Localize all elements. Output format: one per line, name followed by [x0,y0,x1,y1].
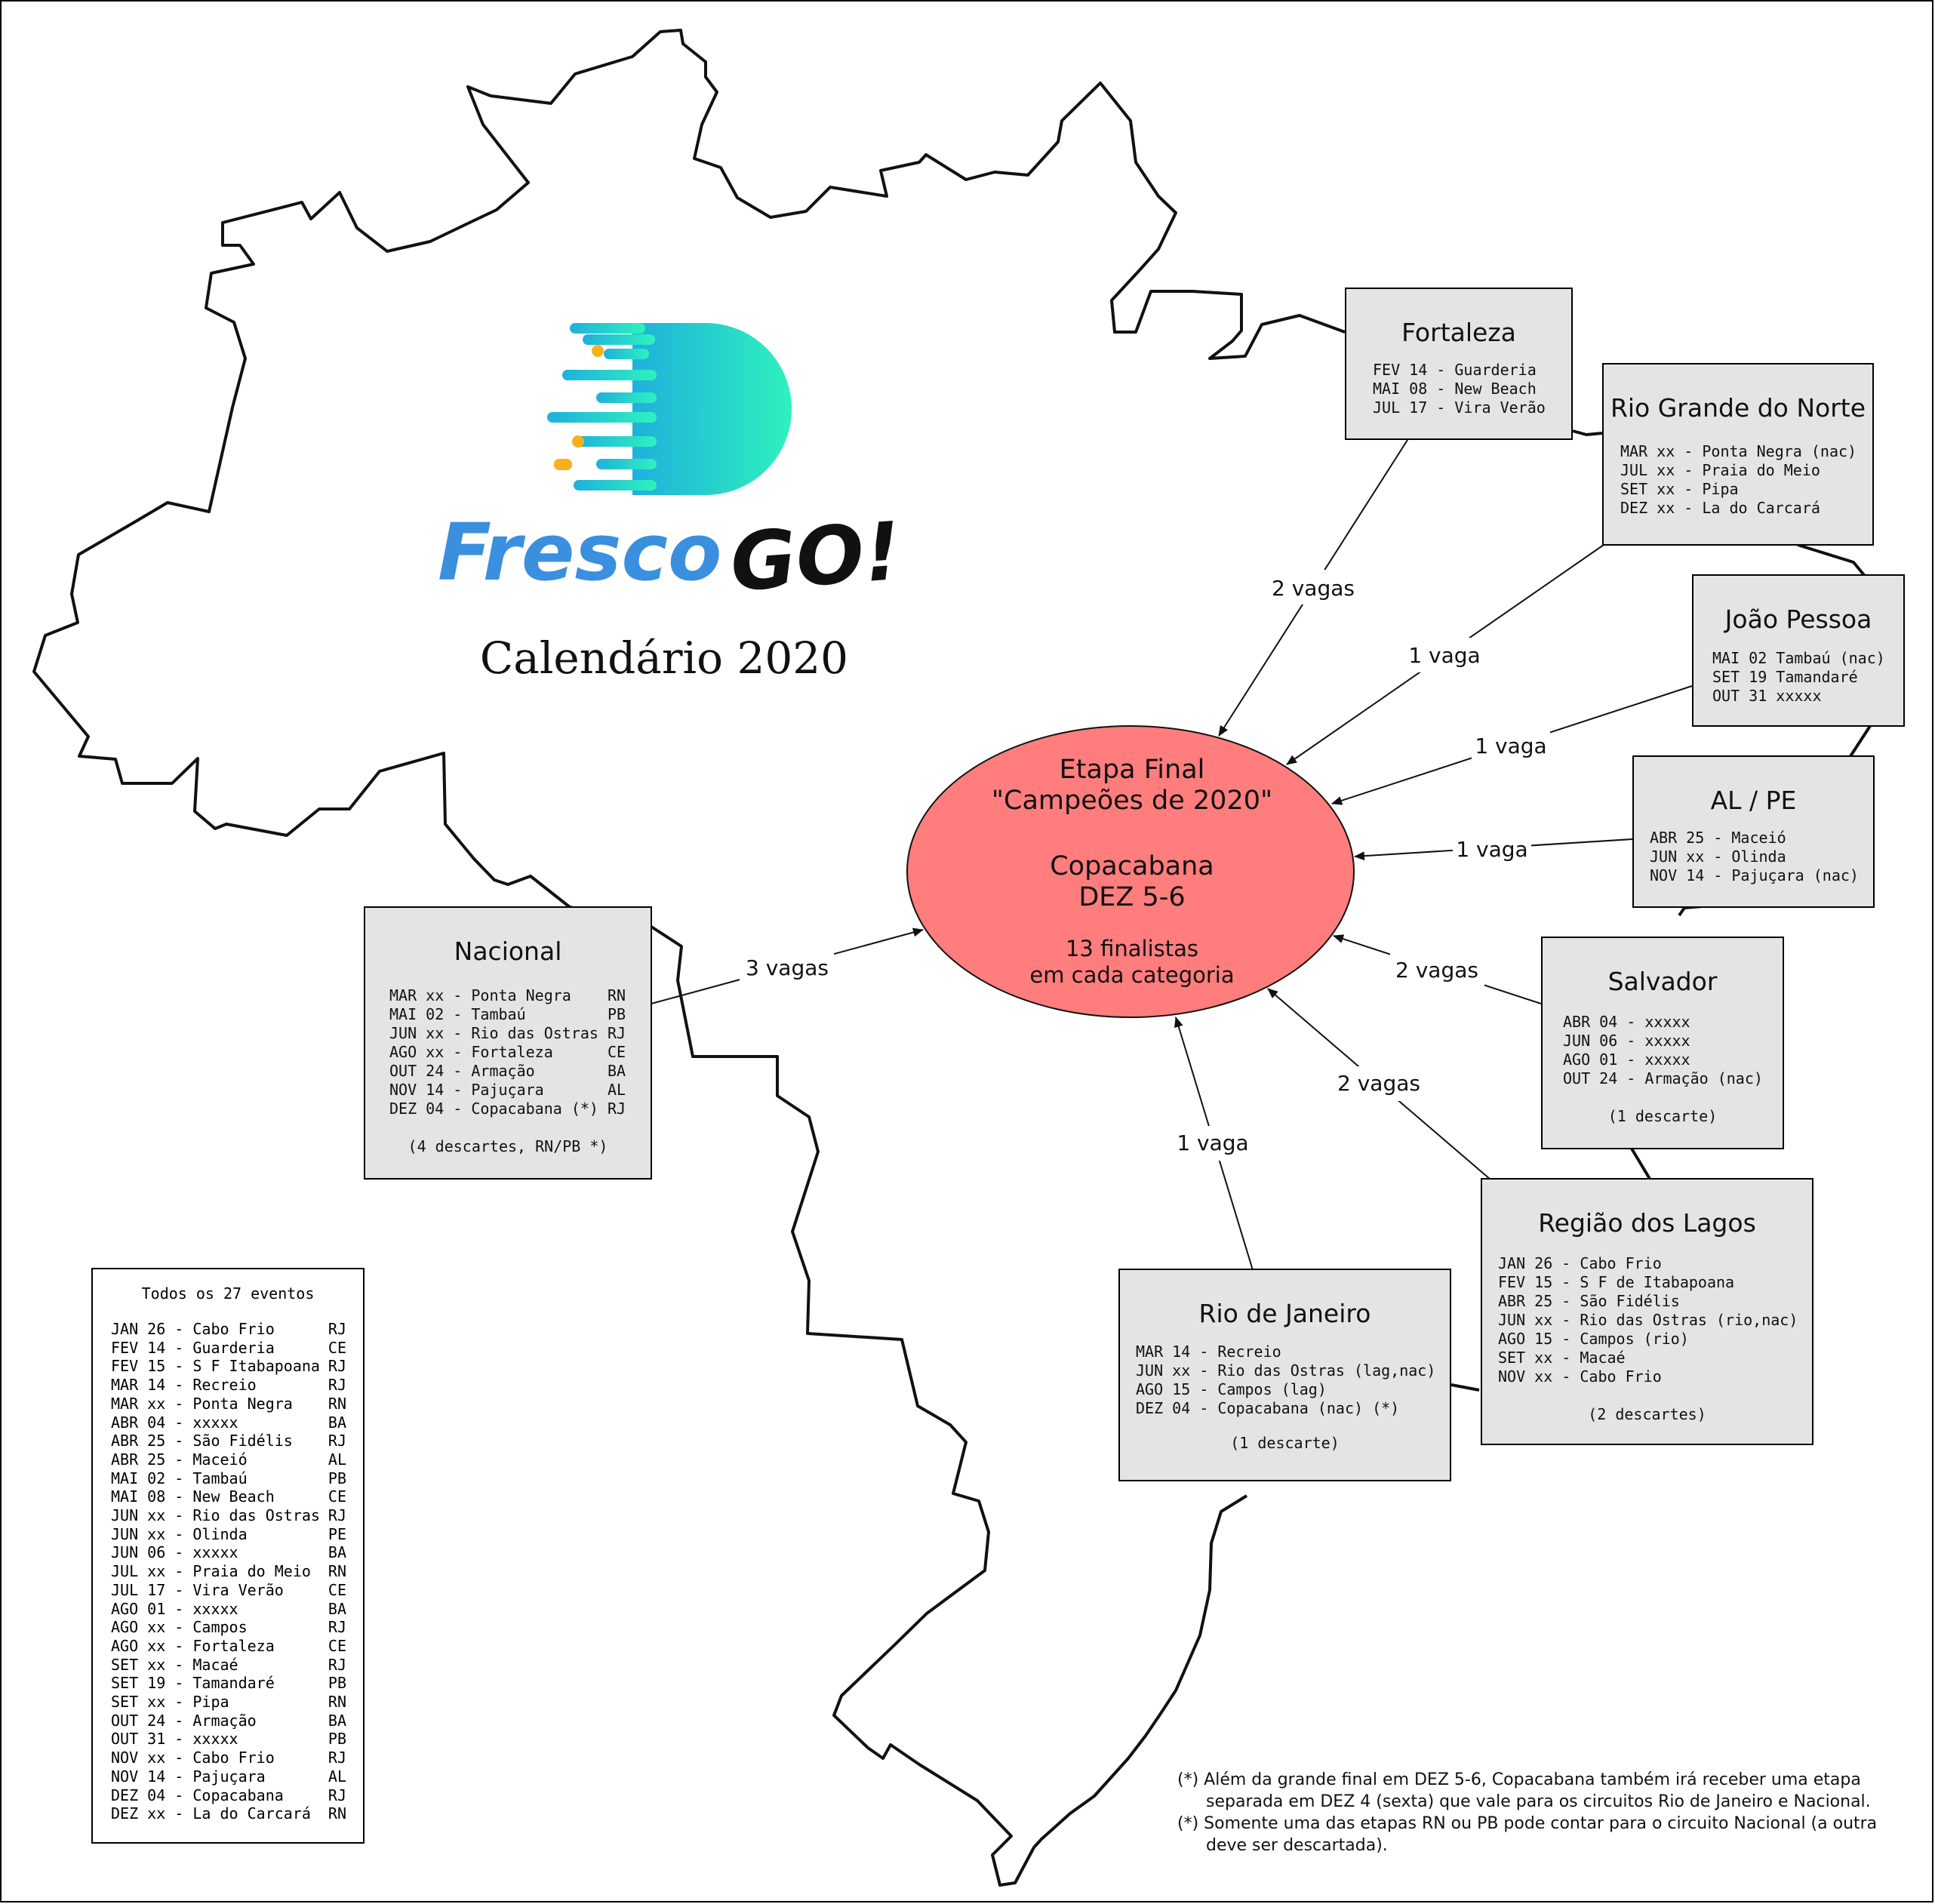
event-row: DEZ 04 - Copacabana RJ [111,1786,346,1804]
circuit-title: Nacional [454,937,562,966]
vagas-label-fortaleza: 2 vagas [1272,576,1355,601]
logo-dot [592,345,604,357]
circuit-events: ABR 25 - Maceió JUN xx - Olinda NOV 14 - P… [1650,829,1859,884]
event-row: NOV xx - Cabo Frio RJ [111,1749,346,1767]
calendar-title: Calendário 2020 [479,632,849,684]
event-row: JAN 26 - Cabo Frio RJ [111,1320,346,1338]
final-line-5: 13 finalistas [1065,936,1198,961]
circuit-box-nacional: Nacional MAR xx - Ponta Negra RN MAI 02 -… [364,906,652,1180]
event-row: MAR 14 - Recreio RJ [111,1376,346,1395]
vagas-label-alpe: 1 vaga [1456,837,1527,862]
event-row: DEZ xx - La do Carcará RN [111,1804,346,1823]
footnote-1: (*) Além da grande final em DEZ 5-6, Cop… [1177,1770,1871,1811]
event-row: AGO xx - Campos RJ [111,1618,346,1637]
logo-word-fresco: Fresco [438,506,721,598]
all-events-title: Todos os 27 eventos [141,1284,315,1303]
event-row: OUT 31 - xxxxx PB [111,1730,346,1749]
vagas-label-nacional: 3 vagas [746,955,829,980]
circuit-events: FEV 14 - Guarderia MAI 08 - New Beach JUL … [1373,361,1546,417]
event-row: AGO xx - Fortaleza CE [111,1636,346,1655]
event-row: ABR 25 - Maceió AL [111,1450,346,1469]
circuit-title: Rio de Janeiro [1198,1299,1371,1328]
event-row: JUN xx - Rio das Ostras RJ [111,1506,346,1525]
logo-speed-lines [547,323,657,491]
circuit-box-jp: João Pessoa MAI 02 Tambaú (nac) SET 19 Ta… [1692,574,1905,727]
final-stage-ellipse [906,725,1355,1018]
circuit-events: ABR 04 - xxxxx JUN 06 - xxxxx AGO 01 - xxx… [1563,1013,1763,1087]
event-row: JUL 17 - Vira Verão CE [111,1580,346,1599]
final-stage-finalists: 13 finalistas em cada categoria [943,936,1321,989]
vagas-label-lagos: 2 vagas [1337,1071,1420,1096]
logo-word-go: GO! [728,505,903,609]
event-row: MAI 08 - New Beach CE [111,1487,346,1506]
circuit-note: (1 descarte) [1607,1107,1718,1125]
circuit-events: MAR xx - Ponta Negra (nac) JUL xx - Praia… [1620,442,1857,517]
circuit-box-lagos: Região dos Lagos JAN 26 - Cabo Frio FEV 1… [1481,1178,1813,1445]
circuit-box-rio: Rio de Janeiro MAR 14 - Recreio JUN xx - … [1118,1269,1451,1481]
footnotes: (*) Além da grande final em DEZ 5-6, Cop… [1177,1769,1917,1856]
all-events-list: Todos os 27 eventos JAN 26 - Cabo Frio RJ… [91,1268,365,1844]
event-row: MAR xx - Ponta Negra RN [111,1394,346,1413]
circuit-box-salvador: Salvador ABR 04 - xxxxx JUN 06 - xxxxx AGO… [1541,937,1784,1149]
final-line-6: em cada categoria [1029,962,1235,988]
final-line-3: Copacabana [1050,851,1214,881]
circuit-events: MAR 14 - Recreio JUN xx - Rio das Ostras … [1136,1343,1436,1417]
circuit-events: MAI 02 Tambaú (nac) SET 19 Tamandaré OUT 3… [1712,649,1885,705]
circuit-events: JAN 26 - Cabo Frio FEV 15 - S F de Itabap… [1498,1254,1798,1386]
event-row: AGO 01 - xxxxx BA [111,1599,346,1618]
footnote-2: (*) Somente uma das etapas RN ou PB pode… [1177,1814,1878,1855]
event-row: NOV 14 - Pajuçara AL [111,1767,346,1786]
circuit-events: MAR xx - Ponta Negra RN MAI 02 - Tambaú P… [389,986,626,1118]
event-row: SET xx - Pipa RN [111,1693,346,1712]
logo-dot [572,435,584,448]
circuit-box-fortaleza: Fortaleza FEV 14 - Guarderia MAI 08 - New… [1345,288,1573,440]
circuit-title: AL / PE [1710,786,1797,815]
circuit-note: (2 descartes) [1588,1405,1706,1423]
final-stage-title: Etapa Final "Campeões de 2020" [943,755,1321,817]
event-row: SET 19 - Tamandaré PB [111,1674,346,1693]
logo-d-shape [632,323,792,495]
all-events-rows: JAN 26 - Cabo Frio RJ FEV 14 - Guarderia C… [93,1320,363,1823]
event-row: ABR 25 - São Fidélis RJ [111,1432,346,1450]
final-line-4: DEZ 5-6 [1078,882,1186,912]
event-row: ABR 04 - xxxxx BA [111,1413,346,1432]
circuit-note: (4 descartes, RN/PB *) [408,1137,608,1155]
circuit-box-rn: Rio Grande do Norte MAR xx - Ponta Negra… [1602,363,1874,546]
event-row: MAI 02 - Tambaú PB [111,1469,346,1487]
circuit-box-alpe: AL / PE ABR 25 - Maceió JUN xx - Olinda NO… [1632,755,1875,908]
circuit-title: Salvador [1607,967,1718,996]
circuit-title: Região dos Lagos [1538,1208,1756,1238]
circuit-title: Rio Grande do Norte [1610,393,1866,423]
final-line-2: "Campeões de 2020" [991,786,1273,816]
event-row: FEV 15 - S F Itabapoana RJ [111,1357,346,1376]
logo-dot [554,459,572,470]
event-row: OUT 24 - Armação BA [111,1711,346,1730]
event-row: FEV 14 - Guarderia CE [111,1338,346,1357]
event-row: JUN xx - Olinda PE [111,1524,346,1543]
event-row: SET xx - Macaé RJ [111,1655,346,1674]
circuit-title: Fortaleza [1401,318,1516,347]
final-stage-location: Copacabana DEZ 5-6 [943,851,1321,913]
vagas-label-jp: 1 vaga [1475,734,1546,758]
event-row: JUN 06 - xxxxx BA [111,1543,346,1562]
vagas-label-rn: 1 vaga [1408,643,1480,668]
vagas-label-rio: 1 vaga [1177,1130,1248,1155]
event-row: JUL xx - Praia do Meio RN [111,1562,346,1581]
circuit-note: (1 descarte) [1230,1434,1340,1452]
circuit-title: João Pessoa [1724,604,1872,634]
final-line-1: Etapa Final [1059,755,1205,785]
vagas-label-salvador: 2 vagas [1395,958,1478,983]
